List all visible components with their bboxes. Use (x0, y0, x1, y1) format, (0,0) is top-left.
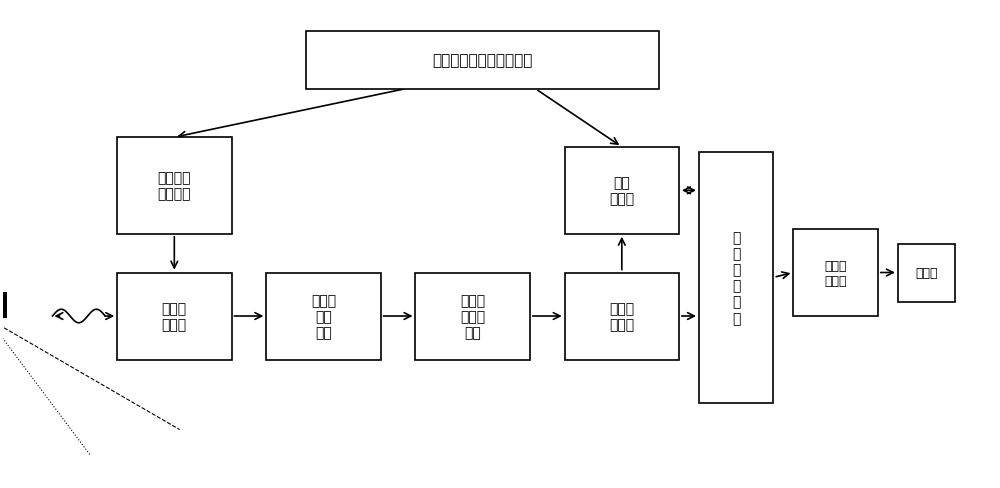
Text: 扫描参数
生成单元: 扫描参数 生成单元 (158, 171, 191, 201)
Text: 图
像
融
合
模
块: 图 像 融 合 模 块 (732, 230, 740, 325)
Bar (306, 32, 659, 90)
Bar (565, 147, 679, 234)
Text: 显示处
理单元: 显示处 理单元 (824, 259, 847, 287)
Text: 数字信
号处理
模块: 数字信 号处理 模块 (460, 293, 485, 340)
Bar (793, 229, 878, 316)
Bar (0, 292, 7, 319)
Bar (117, 273, 232, 360)
Text: 显示器: 显示器 (915, 266, 938, 280)
Bar (565, 273, 679, 360)
Text: 扫描线
形成
模块: 扫描线 形成 模块 (311, 293, 336, 340)
Bar (898, 244, 955, 302)
Bar (117, 138, 232, 234)
Bar (415, 273, 530, 360)
Text: 多角度图像融合控制单元: 多角度图像融合控制单元 (432, 53, 533, 68)
Text: 扫描控
制电路: 扫描控 制电路 (162, 301, 187, 331)
Text: 图像生
成模块: 图像生 成模块 (609, 301, 634, 331)
Bar (266, 273, 381, 360)
Bar (699, 152, 773, 403)
Text: 图像
存储器: 图像 存储器 (609, 176, 634, 206)
